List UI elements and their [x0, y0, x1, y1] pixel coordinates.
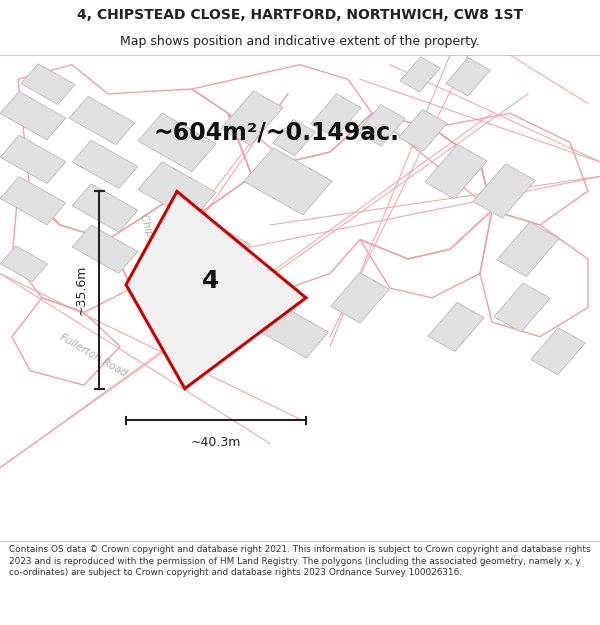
- Polygon shape: [72, 140, 138, 188]
- Polygon shape: [473, 164, 535, 218]
- Polygon shape: [0, 246, 48, 282]
- Polygon shape: [398, 109, 448, 151]
- Text: Fullerton Road: Fullerton Road: [58, 332, 128, 378]
- Polygon shape: [311, 94, 361, 138]
- Polygon shape: [259, 306, 329, 358]
- Polygon shape: [244, 148, 332, 215]
- Polygon shape: [72, 184, 138, 232]
- Text: ~604m²/~0.149ac.: ~604m²/~0.149ac.: [153, 121, 399, 145]
- Text: Map shows position and indicative extent of the property.: Map shows position and indicative extent…: [120, 35, 480, 48]
- Text: 4: 4: [202, 269, 219, 293]
- Polygon shape: [425, 144, 487, 199]
- Polygon shape: [400, 57, 440, 92]
- Text: ~35.6m: ~35.6m: [74, 264, 88, 315]
- Polygon shape: [0, 135, 66, 184]
- Polygon shape: [72, 225, 138, 273]
- Polygon shape: [494, 283, 550, 332]
- Polygon shape: [21, 64, 75, 104]
- Polygon shape: [181, 218, 251, 271]
- Polygon shape: [331, 272, 389, 323]
- Polygon shape: [138, 113, 216, 172]
- Polygon shape: [221, 91, 283, 146]
- Text: ~40.3m: ~40.3m: [191, 436, 241, 449]
- Polygon shape: [446, 58, 490, 96]
- Polygon shape: [138, 162, 216, 220]
- Polygon shape: [126, 191, 306, 389]
- Polygon shape: [194, 269, 250, 312]
- Polygon shape: [531, 328, 585, 375]
- Polygon shape: [272, 119, 316, 156]
- Polygon shape: [0, 176, 66, 225]
- Polygon shape: [428, 302, 484, 351]
- Text: Chipstead Close: Chipstead Close: [139, 213, 173, 296]
- Polygon shape: [497, 222, 559, 276]
- Polygon shape: [356, 104, 406, 146]
- Text: Contains OS data © Crown copyright and database right 2021. This information is : Contains OS data © Crown copyright and d…: [9, 545, 590, 578]
- Polygon shape: [0, 91, 66, 140]
- Text: 4, CHIPSTEAD CLOSE, HARTFORD, NORTHWICH, CW8 1ST: 4, CHIPSTEAD CLOSE, HARTFORD, NORTHWICH,…: [77, 8, 523, 22]
- Polygon shape: [69, 96, 135, 145]
